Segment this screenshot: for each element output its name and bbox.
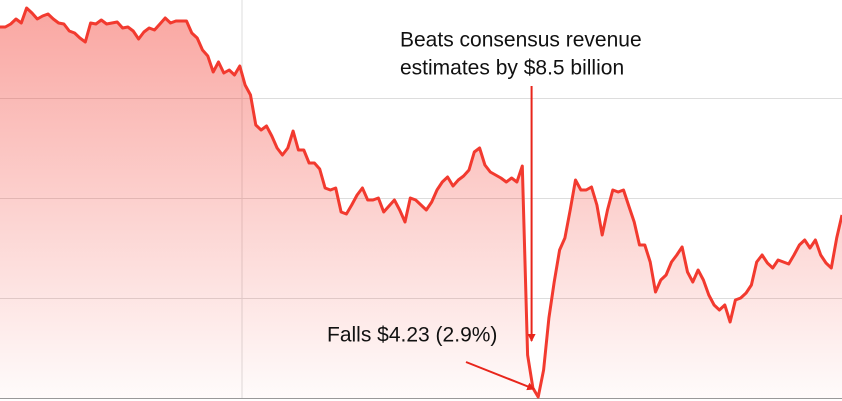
annotation-line: Falls $4.23 (2.9%) [327,324,497,347]
annotation-line: Beats consensus revenue [400,29,642,52]
price-line [0,6,842,399]
annotation-line: estimates by $8.5 billion [400,57,624,80]
annotation-arrow [465,361,536,391]
area-fill [0,8,842,398]
